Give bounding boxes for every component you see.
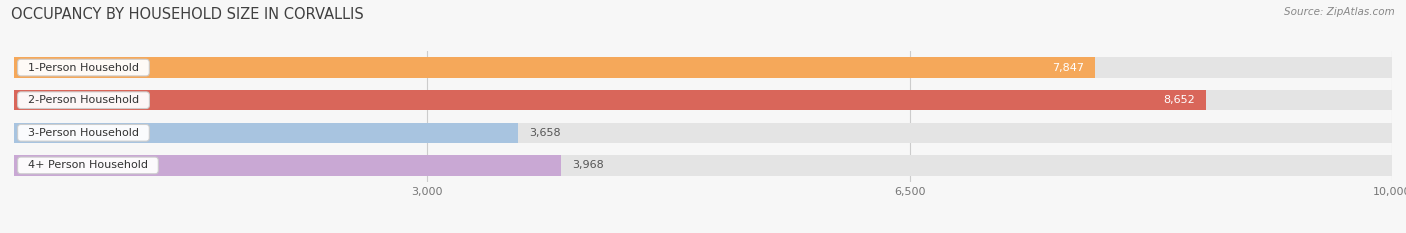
Bar: [14, 58, 1392, 78]
Text: 7,847: 7,847: [1052, 63, 1084, 72]
Bar: [14, 58, 1095, 78]
Bar: [14, 155, 1392, 175]
Text: 4+ Person Household: 4+ Person Household: [21, 161, 155, 170]
Text: 3,968: 3,968: [572, 161, 603, 170]
Text: 3-Person Household: 3-Person Household: [21, 128, 146, 138]
Text: 2-Person Household: 2-Person Household: [21, 95, 146, 105]
Bar: [14, 90, 1392, 110]
Bar: [14, 123, 517, 143]
Text: 1-Person Household: 1-Person Household: [21, 63, 146, 72]
Bar: [14, 123, 1392, 143]
Text: Source: ZipAtlas.com: Source: ZipAtlas.com: [1284, 7, 1395, 17]
Bar: [14, 90, 1206, 110]
Bar: [14, 155, 561, 175]
Text: 8,652: 8,652: [1163, 95, 1195, 105]
Text: 3,658: 3,658: [529, 128, 561, 138]
Text: OCCUPANCY BY HOUSEHOLD SIZE IN CORVALLIS: OCCUPANCY BY HOUSEHOLD SIZE IN CORVALLIS: [11, 7, 364, 22]
